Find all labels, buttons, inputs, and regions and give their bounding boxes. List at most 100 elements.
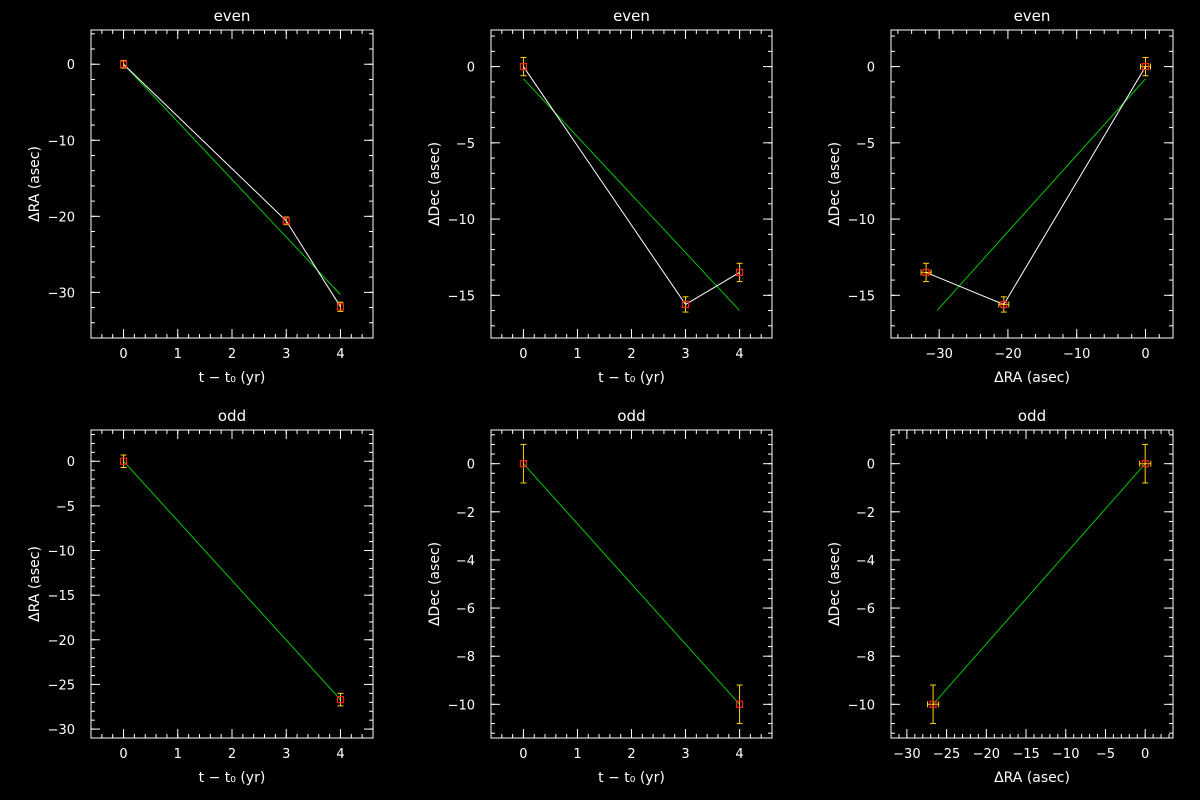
x-tick-label: −30 — [893, 747, 920, 762]
data-point — [681, 296, 690, 313]
data-marker — [1000, 300, 1008, 309]
y-tick-label: −20 — [48, 210, 75, 225]
x-tick-label: −25 — [933, 747, 960, 762]
fit-line — [123, 63, 341, 295]
y-tick-label: −10 — [448, 213, 475, 228]
x-tick-label: 1 — [174, 747, 182, 762]
data-point — [282, 216, 290, 226]
y-tick-label: −10 — [448, 698, 475, 713]
data-marker — [336, 303, 345, 311]
x-tick-label: −10 — [1052, 747, 1079, 762]
data-point — [336, 301, 345, 312]
data-marker — [735, 700, 744, 708]
y-tick-label: −8 — [856, 650, 875, 665]
panel-5: −30 −25 −20 −15 −10 −5 0 0 −2 −4 −6 −8 −10 odd ΔRA (as… — [827, 407, 1174, 786]
x-tick-label: 3 — [282, 747, 290, 762]
y-tick-label: −5 — [456, 137, 475, 152]
fit-line — [932, 463, 1146, 705]
y-tick-label: −6 — [456, 602, 475, 617]
x-tick-label: 4 — [735, 347, 743, 362]
fit-line — [523, 463, 740, 705]
x-tick-label: 0 — [1141, 747, 1149, 762]
x-tick-label: 0 — [119, 747, 127, 762]
data-line — [925, 66, 1146, 306]
x-tick-label: 2 — [627, 747, 635, 762]
y-tick-label: −10 — [48, 545, 75, 560]
axes-frame — [490, 29, 773, 339]
data-point — [920, 262, 932, 283]
x-axis-label: t − t₀ (yr) — [199, 770, 266, 786]
y-axis-label: ΔDec (asec) — [427, 142, 443, 226]
x-tick-label: 4 — [336, 347, 344, 362]
panel-title: odd — [617, 407, 645, 425]
data-point — [927, 684, 940, 725]
fit-line — [936, 78, 1146, 311]
data-marker — [1141, 460, 1149, 468]
x-tick-label: 1 — [573, 347, 581, 362]
y-tick-label: −8 — [456, 650, 475, 665]
y-axis-label: ΔRA (asec) — [27, 546, 43, 622]
fit-line — [123, 460, 341, 700]
x-tick-label: 0 — [1141, 347, 1149, 362]
x-tick-label: 2 — [228, 747, 236, 762]
x-axis-label: ΔRA (asec) — [994, 370, 1070, 386]
data-marker — [681, 300, 690, 309]
panel-0: 0 1 2 3 4 0 −10 −20 −30 even t − t₀ (yr) ΔRA (asec) — [27, 7, 374, 386]
data-point — [998, 296, 1010, 313]
y-tick-label: −10 — [848, 213, 875, 228]
y-tick-label: 0 — [867, 61, 875, 76]
data-point — [735, 262, 744, 283]
x-tick-label: 3 — [282, 347, 290, 362]
y-tick-label: −15 — [448, 289, 475, 304]
x-tick-label: 4 — [735, 747, 743, 762]
x-axis-label: ΔRA (asec) — [994, 770, 1070, 786]
y-tick-label: 0 — [467, 61, 475, 76]
data-marker — [519, 460, 528, 468]
y-tick-label: −4 — [856, 554, 875, 569]
data-marker — [929, 700, 937, 708]
x-axis-label: t − t₀ (yr) — [199, 370, 266, 386]
y-tick-label: −6 — [856, 602, 875, 617]
y-tick-label: −30 — [48, 723, 75, 738]
data-marker — [336, 696, 345, 704]
y-tick-label: −30 — [48, 286, 75, 301]
panel-title: odd — [218, 407, 246, 425]
axes-frame — [90, 429, 374, 739]
data-marker — [1141, 62, 1150, 71]
y-axis-label: ΔRA (asec) — [27, 146, 43, 222]
fit-line — [523, 78, 740, 311]
x-tick-label: 1 — [573, 747, 581, 762]
data-point — [119, 454, 128, 468]
data-point — [1139, 56, 1151, 77]
x-tick-label: 0 — [119, 347, 127, 362]
y-tick-label: −4 — [456, 554, 475, 569]
data-point — [1139, 443, 1152, 484]
x-tick-label: −5 — [1096, 747, 1115, 762]
panel-1: 0 1 2 3 4 0 −5 −10 −15 even t − t₀ (yr) ΔDec (asec) — [427, 7, 773, 386]
data-point — [735, 684, 744, 725]
x-tick-label: 2 — [627, 347, 635, 362]
y-tick-label: 0 — [867, 458, 875, 473]
x-tick-label: 0 — [519, 347, 527, 362]
panel-3: 0 1 2 3 4 0 −5 −10 −15 −20 −25 −30 odd t − t₀ (yr) ΔRA… — [27, 407, 374, 786]
y-tick-label: 0 — [467, 458, 475, 473]
y-tick-label: −20 — [48, 634, 75, 649]
data-line — [123, 63, 341, 308]
y-tick-label: −5 — [856, 137, 875, 152]
y-tick-label: 0 — [67, 455, 75, 470]
data-marker — [119, 457, 128, 465]
y-tick-label: −10 — [48, 134, 75, 149]
y-axis-label: ΔDec (asec) — [427, 542, 443, 626]
x-axis-label: t − t₀ (yr) — [598, 770, 665, 786]
axes-frame — [890, 29, 1174, 339]
panel-2: −30 −20 −10 0 0 −5 −10 −15 even ΔRA (asec) ΔDec (a… — [827, 7, 1174, 386]
x-tick-label: 3 — [681, 747, 689, 762]
data-point — [519, 56, 528, 77]
y-tick-label: −5 — [56, 500, 75, 515]
x-tick-label: −10 — [1063, 347, 1090, 362]
panel-title: even — [1014, 7, 1051, 25]
data-marker — [922, 268, 930, 277]
data-marker — [119, 60, 128, 68]
x-tick-label: −30 — [925, 347, 952, 362]
